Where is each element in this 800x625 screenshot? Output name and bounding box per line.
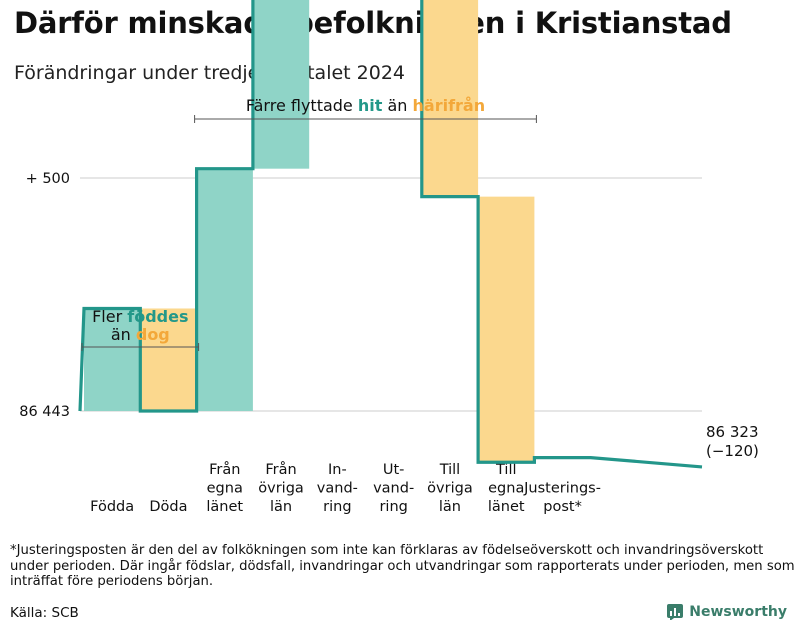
category-label-0-2: Födda [90,499,134,515]
newsworthy-logo: Newsworthy [667,604,787,620]
footnote: *Justeringsposten är den del av folkökni… [10,543,795,589]
category-label-5-1: vand- [373,481,414,497]
category-label-8-1: Justerings- [523,481,601,497]
category-label-4-1: vand- [317,481,358,497]
bar-2 [196,168,253,411]
category-label-5-2: ring [379,499,407,515]
bar-7 [478,196,535,463]
logo-icon [667,604,684,620]
category-label-5-0: Ut- [383,462,405,478]
category-label-8-2: post* [543,499,582,515]
category-label-4-2: ring [323,499,351,515]
category-label-3-1: övriga [258,481,304,497]
cumulative-step-line [78,0,703,469]
bar-0 [84,308,141,411]
waterfall-chart: 86 443+ 500+1 000FöddaDödaFrånegnalänetF… [19,0,759,515]
category-label-2-0: Från [209,461,240,478]
end-value-label: 86 323 [706,423,759,441]
category-label-6-1: övriga [427,481,473,497]
category-label-6-2: län [439,499,461,515]
annotation-births-line2: än dog [111,325,170,344]
category-label-6-0: Till [439,462,461,478]
category-label-2-1: egna [207,481,243,497]
annotation-births-line1: Fler föddes [92,307,188,326]
annotation-migration-text: Färre flyttade hit än härifrån [246,96,485,115]
category-label-2-2: länet [206,499,243,515]
y-tick-label-0: 86 443 [19,404,70,420]
bar-1 [140,308,197,411]
bar-3 [252,0,310,169]
y-tick-label-1: + 500 [26,171,70,187]
category-label-7-2: länet [488,499,525,515]
category-label-3-0: Från [265,461,296,478]
category-label-7-1: egna [488,481,524,497]
logo-text: Newsworthy [689,604,787,620]
end-change-label: (−120) [706,442,759,460]
chart-title: Därför minskade befolkningen i Kristians… [14,6,732,40]
category-label-3-2: län [270,499,292,515]
category-label-1-2: Döda [149,499,187,515]
category-label-7-0: Till [495,462,517,478]
bar-6 [421,0,479,197]
category-label-4-0: In- [328,462,347,478]
source-label: Källa: SCB [10,605,79,621]
